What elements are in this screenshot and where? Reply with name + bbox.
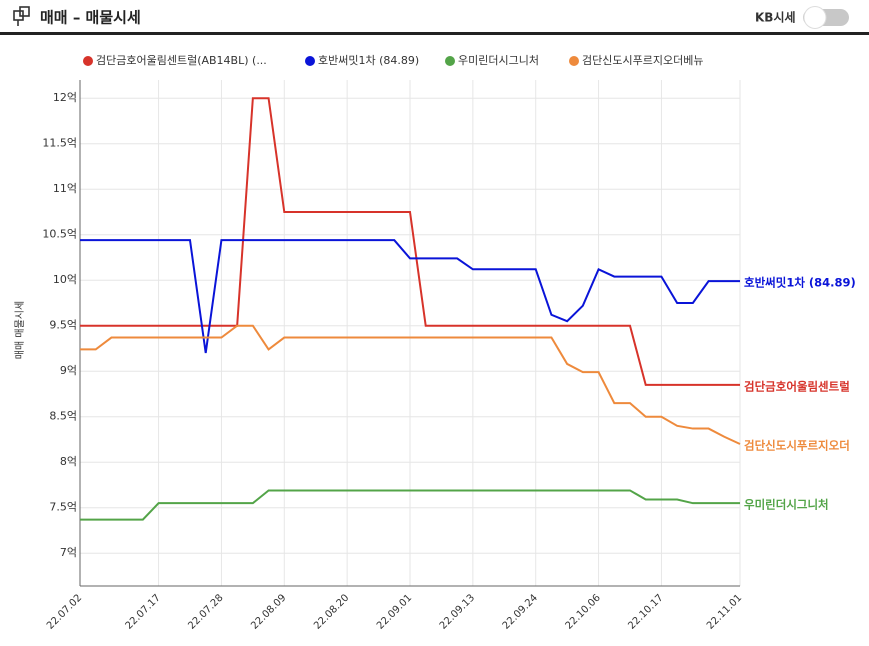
x-tick-label: 22.07.17 — [124, 592, 163, 631]
end-label: 검단신도시푸르지오더 — [744, 439, 850, 453]
legend-item: 우미린더시그니처 — [445, 54, 539, 67]
end-label: 우미린더시그니처 — [744, 498, 829, 512]
x-tick-label: 22.08.20 — [312, 592, 351, 631]
legend-dot — [83, 56, 93, 66]
legend-label: 검단신도시푸르지오더베뉴 — [582, 54, 703, 67]
legend-label: 검단금호어울림센트럴(AB14BL) (... — [96, 54, 267, 67]
series-line — [80, 239, 740, 354]
x-tick-label: 22.11.01 — [705, 592, 744, 631]
legend-label: 우미린더시그니처 — [458, 54, 539, 67]
y-tick-label: 7.5억 — [49, 501, 77, 514]
x-tick-label: 22.07.02 — [45, 592, 84, 631]
x-tick-label: 22.07.28 — [186, 592, 225, 631]
header-rule — [0, 32, 869, 35]
toggle-label: KB시세 — [755, 10, 796, 25]
x-tick-label: 22.10.17 — [626, 592, 665, 631]
y-tick-label: 10.5억 — [42, 228, 77, 241]
y-tick-label: 9억 — [60, 364, 77, 377]
y-tick-label: 8억 — [60, 455, 77, 468]
x-tick-label: 22.09.13 — [438, 592, 477, 631]
x-tick-label: 22.09.01 — [375, 592, 414, 631]
legend-item: 검단신도시푸르지오더베뉴 — [569, 54, 703, 67]
legend-item: 호반써밋1차 (84.89) — [305, 54, 419, 67]
legend-dot — [569, 56, 579, 66]
end-label: 검단금호어울림센트럴 — [744, 379, 850, 393]
legend-dot — [445, 56, 455, 66]
y-tick-label: 9.5억 — [49, 319, 77, 332]
series-line — [80, 97, 740, 386]
page-title: 매매 – 매물시세 — [40, 9, 141, 27]
toggle-knob[interactable] — [803, 6, 827, 29]
title-icon — [13, 6, 30, 26]
y-tick-label: 11.5억 — [42, 137, 77, 150]
x-tick-label: 22.10.06 — [564, 592, 603, 631]
y-tick-label: 7억 — [60, 546, 77, 559]
y-tick-label: 12억 — [53, 91, 77, 104]
series-line — [80, 324, 741, 445]
y-tick-label: 8.5억 — [49, 410, 77, 423]
legend-item: 검단금호어울림센트럴(AB14BL) (... — [83, 54, 267, 67]
y-tick-label: 11억 — [53, 182, 77, 195]
series-line — [80, 489, 740, 521]
y-axis-label: 매매 매물시세 — [14, 301, 26, 359]
x-tick-label: 22.09.24 — [501, 592, 540, 631]
x-tick-label: 22.08.09 — [249, 592, 288, 631]
legend-dot — [305, 56, 315, 66]
end-label: 호반써밋1차 (84.89) — [744, 276, 856, 290]
legend-label: 호반써밋1차 (84.89) — [318, 54, 419, 67]
y-tick-label: 10억 — [53, 273, 77, 286]
toggle[interactable] — [803, 6, 849, 29]
